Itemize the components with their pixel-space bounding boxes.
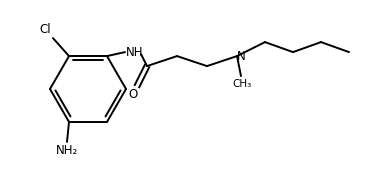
Text: Cl: Cl <box>39 23 51 36</box>
Text: N: N <box>237 50 246 63</box>
Text: NH: NH <box>126 46 144 59</box>
Text: O: O <box>128 88 138 101</box>
Text: CH₃: CH₃ <box>232 79 252 89</box>
Text: NH₂: NH₂ <box>56 144 78 157</box>
